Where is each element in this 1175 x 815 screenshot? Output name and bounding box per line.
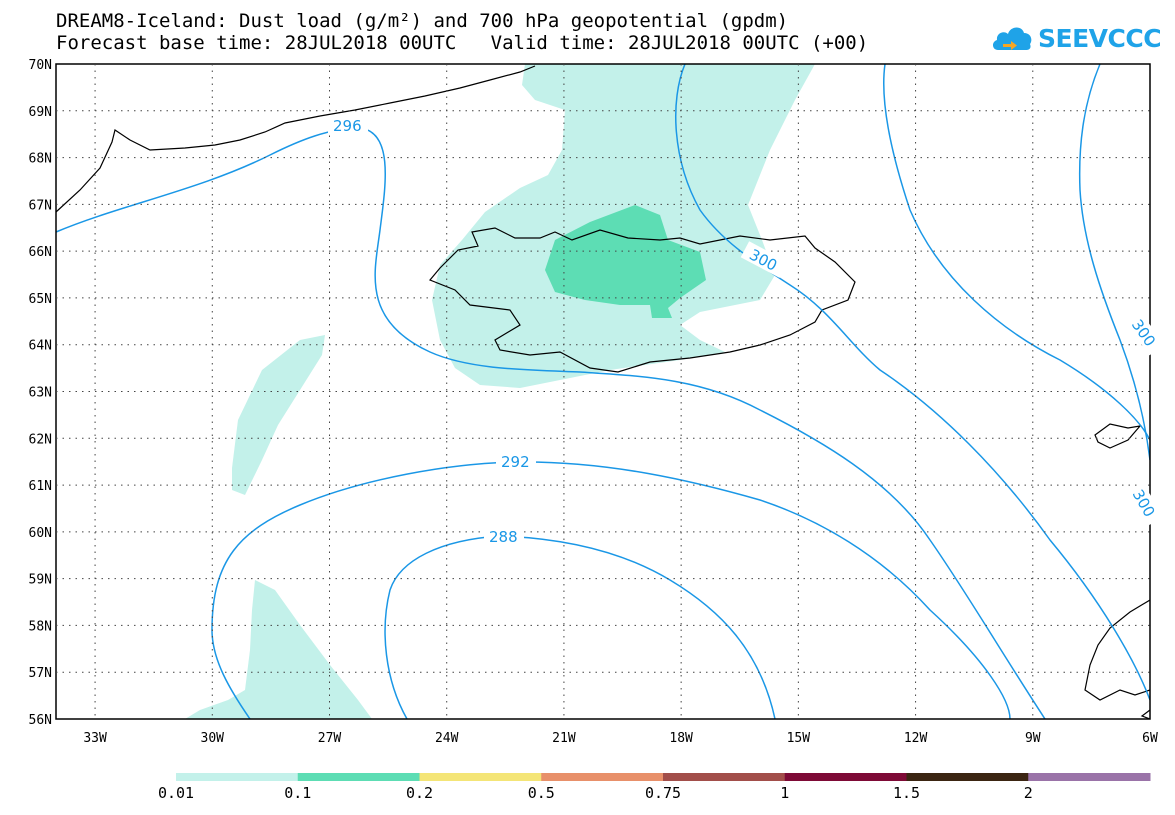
contour-296 bbox=[56, 127, 1046, 719]
legend-label: 0.5 bbox=[527, 784, 555, 802]
legend-label: 0.2 bbox=[405, 784, 434, 802]
contour-300-far-east bbox=[1078, 64, 1150, 461]
contour-300-east bbox=[882, 64, 1150, 441]
geopotential-contours bbox=[56, 64, 1150, 719]
legend-label: 2 bbox=[1023, 784, 1033, 802]
legend-label: 0.1 bbox=[284, 784, 312, 802]
latitude-tick-label: 68N bbox=[29, 152, 52, 167]
longitude-tick-label: 18W bbox=[669, 731, 693, 746]
latitude-gridlines bbox=[56, 110, 1150, 673]
longitude-tick-label: 15W bbox=[787, 731, 811, 746]
longitude-tick-label: 21W bbox=[552, 731, 576, 746]
latitude-tick-label: 69N bbox=[29, 105, 52, 120]
latitude-tick-label: 59N bbox=[29, 573, 52, 588]
dust-region-mid bbox=[545, 205, 706, 318]
contour-labels: 296 300 292 288 300 300 bbox=[328, 116, 1165, 546]
latitude-tick-label: 64N bbox=[29, 339, 52, 354]
legend-label: 0.75 bbox=[644, 784, 682, 802]
latitude-tick-labels: 56N 57N 58N 59N 60N 61N 62N 63N 64N 65N 66N 67N 68N 6… bbox=[29, 58, 52, 728]
legend-colorbar bbox=[176, 773, 1151, 781]
contour-300-main bbox=[674, 64, 1150, 701]
legend-swatch bbox=[176, 773, 299, 781]
contour-label-292: 292 bbox=[501, 453, 530, 471]
latitude-tick-label: 61N bbox=[29, 479, 52, 494]
legend-swatch bbox=[297, 773, 420, 781]
longitude-tick-label: 33W bbox=[83, 731, 107, 746]
latitude-tick-label: 56N bbox=[29, 713, 52, 728]
legend-swatch bbox=[1028, 773, 1151, 781]
longitude-tick-label: 6W bbox=[1142, 731, 1158, 746]
map-title: DREAM8-Iceland: Dust load (g/m²) and 700… bbox=[56, 10, 789, 32]
faroe-coastline bbox=[1094, 423, 1142, 449]
iceland-coastline bbox=[429, 227, 856, 373]
logo-text: SEEVCCC bbox=[1038, 23, 1162, 53]
latitude-tick-label: 65N bbox=[29, 292, 52, 307]
longitude-tick-labels: 33W 30W 27W 24W 21W 18W 15W 12W 9W 6W bbox=[83, 731, 1158, 746]
contour-288 bbox=[384, 535, 776, 719]
legend-swatch bbox=[541, 773, 664, 781]
greenland-coastline bbox=[56, 65, 536, 213]
longitude-tick-label: 12W bbox=[904, 731, 928, 746]
legend-swatch bbox=[906, 773, 1029, 781]
longitude-tick-label: 24W bbox=[435, 731, 459, 746]
latitude-tick-label: 62N bbox=[29, 432, 52, 447]
scotland-coastline bbox=[1084, 599, 1150, 701]
scotland-coastline-islands bbox=[1140, 709, 1150, 719]
latitude-tick-label: 63N bbox=[29, 386, 52, 401]
latitude-tick-label: 58N bbox=[29, 619, 52, 634]
legend-swatch bbox=[419, 773, 542, 781]
legend-swatch bbox=[784, 773, 907, 781]
latitude-tick-label: 57N bbox=[29, 666, 52, 681]
latitude-tick-label: 66N bbox=[29, 245, 52, 260]
legend-label: 1.5 bbox=[892, 784, 921, 802]
legend-swatch bbox=[663, 773, 786, 781]
latitude-tick-label: 67N bbox=[29, 198, 52, 213]
cloud-icon bbox=[992, 27, 1032, 50]
contour-label-296: 296 bbox=[333, 117, 362, 135]
seevccc-logo: SEEVCCC bbox=[990, 18, 1162, 58]
longitude-tick-label: 30W bbox=[201, 731, 225, 746]
legend-label: 1 bbox=[780, 784, 790, 802]
legend-label: 0.01 bbox=[157, 784, 195, 802]
contour-label-288: 288 bbox=[489, 528, 518, 546]
latitude-tick-label: 70N bbox=[29, 58, 52, 73]
latitude-tick-label: 60N bbox=[29, 526, 52, 541]
map-subtitle: Forecast base time: 28JUL2018 00UTC Vali… bbox=[56, 32, 869, 54]
longitude-tick-label: 9W bbox=[1025, 731, 1041, 746]
longitude-tick-label: 27W bbox=[318, 731, 342, 746]
